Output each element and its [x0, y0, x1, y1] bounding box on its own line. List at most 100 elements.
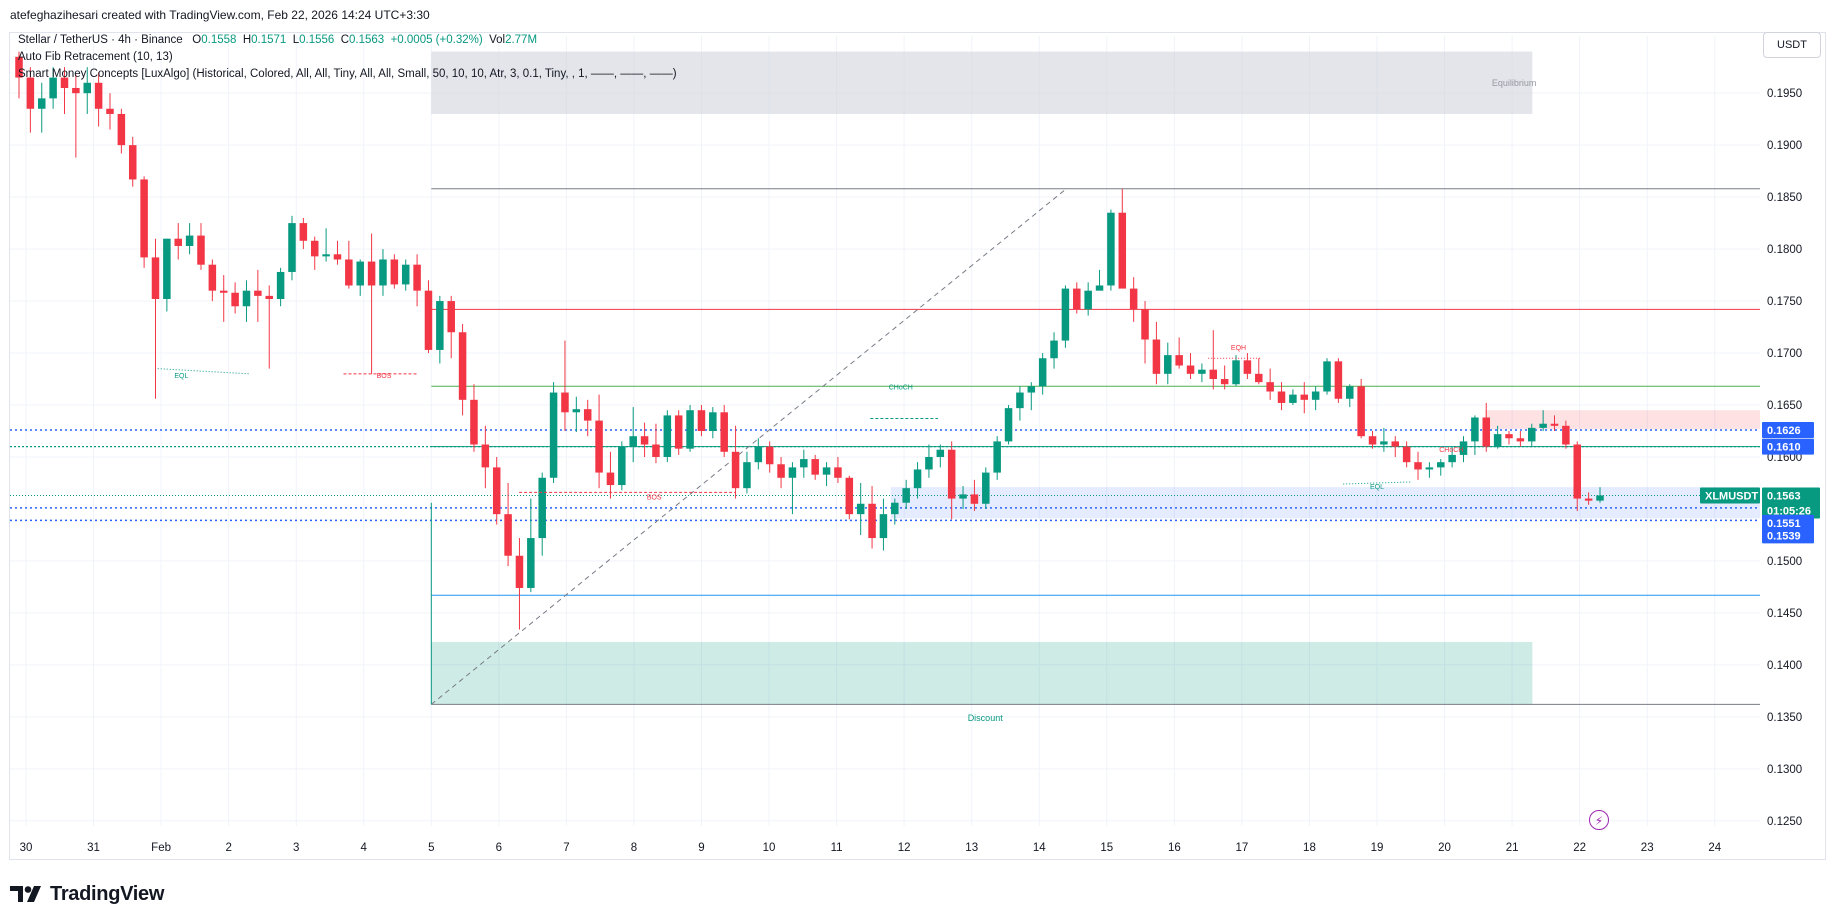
x-tick-label: 10 [763, 842, 776, 854]
candle-body [1573, 444, 1582, 499]
tv-logo-icon [10, 886, 41, 902]
y-tick-label: 0.1450 [1767, 608, 1802, 620]
candle-body [982, 472, 990, 504]
candle-body [356, 261, 364, 286]
candle-body [504, 514, 512, 556]
brand-name: TradingView [50, 882, 165, 905]
candle-body [834, 467, 842, 478]
price-label-0-1610: 0.1610 [1767, 442, 1801, 454]
candle-body [276, 271, 285, 299]
y-tick-label: 0.1400 [1767, 660, 1802, 672]
candle-body [1141, 309, 1149, 340]
candle-body [1289, 394, 1297, 403]
candle-body [925, 456, 933, 470]
x-tick-label: 5 [428, 842, 434, 854]
candle-body [629, 436, 637, 447]
candle-body [1334, 361, 1343, 399]
symbol-price-tag: XLMUSDT [1705, 490, 1758, 502]
chart-panel[interactable] [9, 32, 1826, 860]
candle-body [151, 257, 160, 299]
candle-body [561, 392, 569, 413]
candle-body [891, 502, 899, 515]
discount-label: Discount [968, 713, 1004, 723]
candle-body [709, 412, 717, 431]
candle-body [777, 464, 785, 478]
candle-body [652, 444, 660, 457]
candle-body [390, 259, 399, 285]
candle-body [163, 238, 171, 299]
tradingview-logo[interactable]: TradingView [10, 880, 164, 908]
countdown-label-bg [1762, 502, 1820, 519]
candle-body [60, 77, 69, 88]
candle-body [424, 290, 433, 350]
candle-body [811, 459, 819, 475]
close-label: C [340, 34, 350, 46]
candle-body [527, 538, 535, 588]
candle-body [1038, 358, 1047, 387]
candle-body [1175, 355, 1183, 366]
price-axis: 0.1950 0.1900 0.1850 0.1800 0.1750 0.1700 0.16… [1767, 88, 1802, 828]
candle-body [993, 441, 1001, 473]
candle-body [1016, 392, 1024, 409]
candle-body [686, 410, 694, 449]
candle-body [913, 469, 922, 489]
candle-body [947, 449, 956, 499]
y-tick-label: 0.1650 [1767, 400, 1802, 412]
smc-label: BOS [647, 495, 662, 502]
volume-label: Vol [489, 34, 506, 46]
last-price-label: 0.1563 [1767, 490, 1801, 502]
x-tick-label: 20 [1438, 842, 1451, 854]
x-tick-label: 22 [1573, 842, 1586, 854]
y-tick-label: 0.1700 [1767, 348, 1802, 360]
y-tick-label: 0.1750 [1767, 296, 1802, 308]
candle-body [1277, 391, 1286, 403]
candle-body [1528, 427, 1536, 442]
smc-label: EQH [1231, 345, 1246, 352]
candle-body [970, 494, 979, 504]
candle-body [1152, 339, 1161, 374]
candle-body [94, 82, 103, 109]
equilibrium-label: Equilibrium [1492, 78, 1537, 88]
candle-body [1232, 360, 1240, 385]
indicator-fib-legend[interactable]: Auto Fib Retracement (10, 13) [18, 51, 173, 63]
currency-selector[interactable]: USDT [1763, 32, 1821, 58]
candle-body [26, 77, 35, 109]
candle-body [549, 392, 558, 478]
candle-body [788, 467, 797, 478]
candle-body [765, 446, 774, 465]
candle-body [1391, 441, 1400, 447]
indicator-smc-legend[interactable]: Smart Money Concepts [LuxAlgo] (Historic… [18, 68, 677, 80]
candle-body [15, 56, 23, 78]
candle-body [367, 261, 376, 286]
candle-body [49, 77, 57, 99]
y-tick-label: 0.1250 [1767, 816, 1802, 828]
eql-line [157, 368, 249, 375]
symbol-legend[interactable]: Stellar / TetherUS · 4h · Binance O0.155… [18, 34, 537, 46]
candle-body [174, 238, 182, 246]
candle-body [1266, 382, 1274, 392]
candle-body [1027, 386, 1036, 393]
candle-body [1596, 495, 1604, 501]
candle-body [322, 254, 330, 257]
candle-body [879, 514, 888, 539]
candle-body [1186, 365, 1195, 374]
candle-body [822, 467, 831, 475]
candle-body [1084, 290, 1092, 310]
x-tick-label: 11 [831, 842, 843, 854]
symbol-price-tag-bg [1700, 487, 1760, 504]
candle-body [674, 415, 683, 449]
level-lines [10, 188, 1760, 705]
close-value: 0.1563 [349, 34, 385, 46]
candle-body [663, 415, 672, 457]
open-value: 0.1558 [201, 34, 237, 46]
y-tick-label: 0.1900 [1767, 140, 1802, 152]
smc-label: BOS [377, 373, 392, 380]
candle-body [1129, 288, 1138, 310]
x-tick-label: 3 [293, 842, 299, 854]
candle-body [83, 82, 91, 94]
candle-body [697, 410, 706, 431]
candle-body [470, 399, 478, 445]
lightning-icon[interactable]: ⚡ [1589, 810, 1609, 830]
